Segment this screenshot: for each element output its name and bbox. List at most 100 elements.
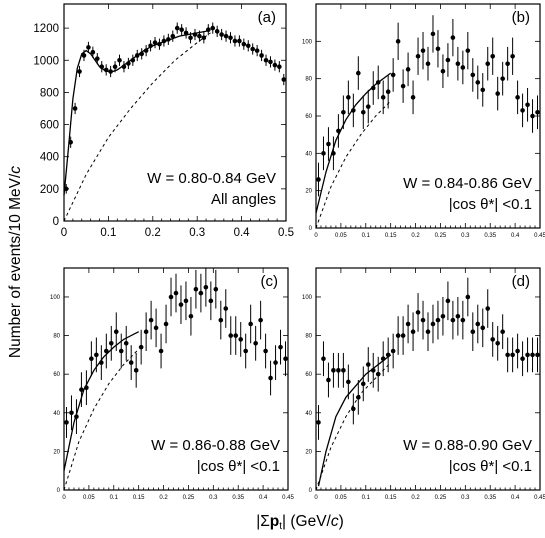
data-point — [84, 385, 89, 390]
data-point — [95, 56, 100, 61]
data-point — [360, 381, 366, 387]
y-tick-label: 100 — [50, 295, 61, 301]
data-point — [74, 414, 79, 419]
data-point — [520, 356, 525, 362]
x-tick-label: 0.3 — [461, 233, 470, 239]
data-point — [465, 48, 471, 53]
data-point — [326, 377, 331, 383]
data-point — [356, 395, 361, 400]
chart-panel-2: 0 0.05 0.1 0.15 0.2 0.25 0.3 0.35 0.4 0.45 0 20 40 60… — [302, 3, 545, 239]
y-tick-label: 1000 — [33, 55, 59, 67]
data-point — [77, 69, 82, 74]
annotation-line: W = 0.86-0.88 GeV — [151, 437, 280, 454]
data-point — [104, 348, 109, 354]
x-tick-label: 0.05 — [83, 495, 95, 501]
data-point — [495, 91, 500, 96]
data-point — [139, 51, 144, 57]
annotation-line: W = 0.80-0.84 GeV — [147, 170, 276, 187]
data-point — [183, 298, 189, 304]
data-point — [420, 48, 426, 53]
y-tick-label: 20 — [305, 449, 312, 455]
x-tick-label: 0.45 — [534, 495, 545, 501]
data-point — [465, 294, 471, 300]
data-point — [331, 368, 336, 373]
data-point — [316, 177, 321, 182]
y-tick-label: 0 — [53, 216, 59, 228]
x-axis-title-suffix: | (GeV/ — [282, 513, 332, 530]
panel-label: (a) — [258, 9, 276, 26]
x-tick-label: 0.3 — [461, 495, 470, 501]
panel-label: (c) — [261, 273, 279, 290]
data-point — [278, 344, 283, 350]
data-point — [243, 348, 248, 354]
data-point — [245, 43, 251, 49]
data-point — [143, 329, 149, 335]
data-point — [390, 72, 396, 78]
x-tick-label: 0.45 — [534, 233, 545, 239]
data-point — [99, 360, 104, 365]
data-point — [263, 57, 269, 63]
data-point — [277, 64, 282, 69]
x-tick-label: 0.4 — [259, 495, 268, 501]
data-point — [197, 33, 202, 39]
data-point — [163, 321, 169, 327]
x-tick-label: 0.4 — [511, 233, 520, 239]
data-point — [283, 356, 288, 362]
data-point — [193, 286, 199, 292]
data-point — [268, 59, 273, 65]
data-point — [103, 67, 109, 73]
data-point — [336, 128, 341, 134]
data-point — [63, 186, 69, 192]
data-point — [68, 139, 73, 145]
phase-space-curve — [63, 348, 140, 491]
x-tick-label: 0.1 — [362, 233, 371, 239]
data-point — [385, 352, 391, 358]
x-axis-title-bold: p — [270, 513, 279, 530]
data-point — [254, 48, 260, 53]
x-tick-label: 0.2 — [411, 495, 420, 501]
data-point — [130, 57, 136, 63]
data-point — [390, 348, 396, 354]
y-axis-title-unit: c — [7, 166, 24, 174]
data-point — [505, 352, 510, 358]
data-point — [415, 53, 421, 59]
data-point — [460, 65, 466, 70]
data-point — [170, 33, 176, 39]
x-tick-label: 0 — [62, 495, 66, 501]
y-tick-label: 200 — [40, 184, 59, 196]
data-point — [233, 333, 239, 338]
data-point — [341, 368, 346, 373]
data-point — [380, 356, 386, 362]
data-point — [174, 25, 180, 31]
data-point — [336, 368, 341, 373]
data-point — [331, 151, 336, 156]
data-point — [341, 109, 346, 115]
x-tick-label: 0.2 — [411, 233, 420, 239]
annotation-line: |cos θ*| <0.1 — [449, 458, 532, 475]
data-point — [490, 337, 496, 342]
data-point — [214, 29, 220, 34]
data-point — [126, 61, 131, 66]
data-point — [510, 53, 515, 59]
y-tick-label: 80 — [305, 77, 312, 83]
data-point — [123, 340, 129, 346]
x-axis-title-sub: t — [279, 521, 282, 532]
data-point — [228, 35, 233, 41]
data-point — [128, 360, 134, 365]
y-tick-label: 40 — [53, 411, 60, 417]
data-point — [218, 317, 224, 323]
x-tick-label: 0.1 — [362, 495, 371, 501]
data-point — [316, 420, 321, 425]
data-point — [157, 41, 162, 47]
y-tick-label: 800 — [40, 87, 59, 99]
data-point — [435, 317, 441, 323]
data-point — [258, 317, 263, 323]
y-tick-label: 600 — [40, 120, 59, 132]
x-tick-label: 0 — [314, 233, 318, 239]
x-tick-label: 0.4 — [234, 227, 251, 239]
data-point — [356, 70, 361, 76]
x-tick-label: 0.05 — [335, 233, 347, 239]
x-tick-label: 0.3 — [209, 495, 218, 501]
data-point — [94, 352, 99, 358]
data-point — [210, 25, 216, 31]
